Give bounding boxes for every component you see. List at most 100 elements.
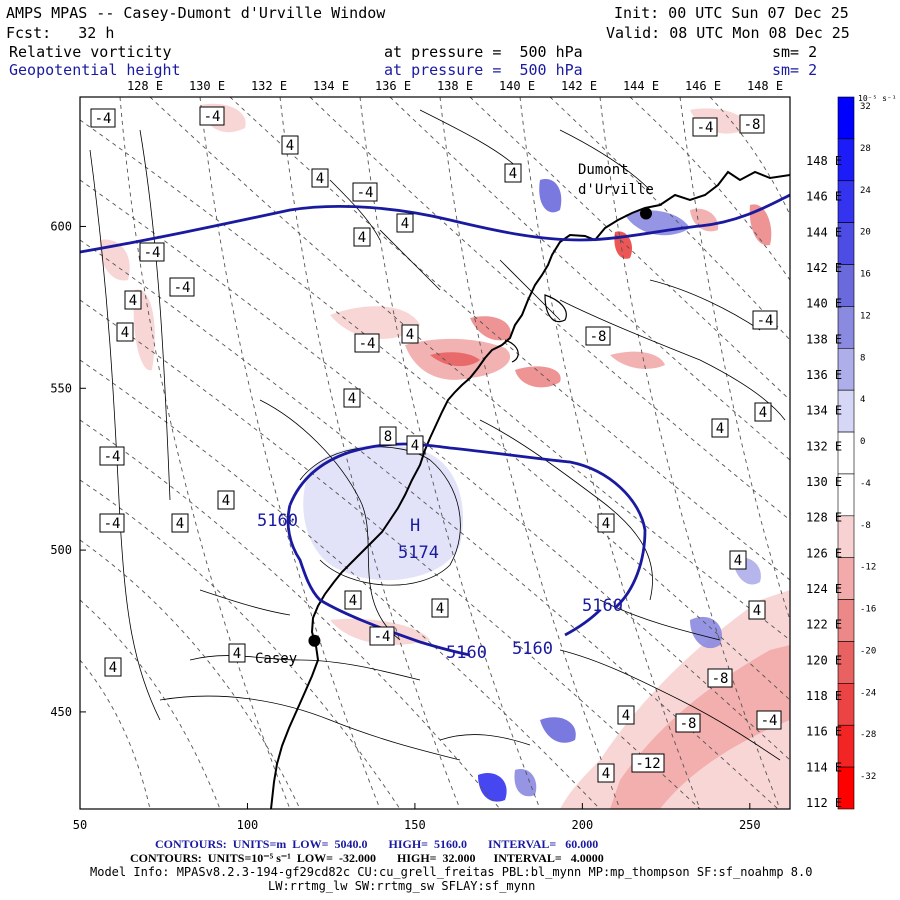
lon-label-top-2: 132 E <box>251 79 287 93</box>
x-tick-label-4: 250 <box>739 818 761 832</box>
colorbar-label-1: 28 <box>860 144 871 154</box>
colorbar: 32 28 24 20 16 12 8 4 0 -4 -8 -12 -16 -20 -24 -28 -32 10⁻… <box>837 94 897 810</box>
lon-label-right-14: 120 E <box>806 653 842 667</box>
vorticity-label-18: 4 <box>176 516 184 532</box>
vorticity-label-21: 4 <box>436 601 444 617</box>
vorticity-label-0: -4 <box>95 111 112 127</box>
station-dot-0 <box>639 207 652 220</box>
vorticity-label-26: -8 <box>590 329 607 345</box>
vorticity-contours <box>89 109 786 761</box>
vorticity-label-box-40 <box>631 753 665 773</box>
vorticity-label-9: 4 <box>129 293 137 309</box>
colorbar-unit: 10⁻⁵ s⁻¹ <box>858 94 897 103</box>
vorticity-label-19: 4 <box>222 493 230 509</box>
vorticity-label-35: -8 <box>712 671 729 687</box>
colorbar-label-14: -24 <box>860 688 876 698</box>
vorticity-label-25: 4 <box>509 166 517 182</box>
lon-label-right-8: 132 E <box>806 439 842 453</box>
vorticity-label-box-21 <box>431 598 449 618</box>
lon-label-top-10: 148 E <box>747 79 783 93</box>
vorticity-label-box-19 <box>217 490 235 510</box>
vorticity-label-box-34 <box>748 600 766 620</box>
vorticity-label-box-37 <box>756 710 782 730</box>
footer-height-contours: CONTOURS: UNITS=m LOW= 5040.0 HIGH= 5160… <box>155 837 599 851</box>
height-high-marker: H <box>410 516 421 536</box>
vorticity-label-28: -8 <box>744 117 761 133</box>
field1-name: Relative vorticity <box>9 43 172 61</box>
y-tick-label-0: 450 <box>50 705 72 719</box>
vorticity-label-37: -4 <box>761 713 778 729</box>
vorticity-label-33: 4 <box>734 553 742 569</box>
vorticity-label-box-26 <box>585 326 611 346</box>
colorbar-label-3: 20 <box>860 228 871 238</box>
y-tick-label-1: 500 <box>50 543 72 557</box>
colorbar-label-2: 24 <box>860 186 871 196</box>
vorticity-label-22: -4 <box>374 629 391 645</box>
vorticity-label-13: 4 <box>348 391 356 407</box>
vorticity-label-24: 4 <box>109 660 117 676</box>
vorticity-label-box-22 <box>369 626 395 646</box>
vorticity-label-box-11 <box>354 333 380 353</box>
lon-label-top-5: 138 E <box>437 79 473 93</box>
field1-smoothing: sm= 2 <box>772 43 818 61</box>
vorticity-label-27: -4 <box>697 120 714 136</box>
vorticity-label-box-7 <box>139 242 165 262</box>
x-tick-label-2: 150 <box>404 818 426 832</box>
lon-label-right-4: 140 E <box>806 297 842 311</box>
vorticity-label-10: 4 <box>121 325 129 341</box>
vorticity-label-5: 4 <box>358 230 366 246</box>
vorticity-label-14: 8 <box>384 429 392 445</box>
x-tick-label-3: 200 <box>572 818 594 832</box>
lon-label-top-7: 142 E <box>561 79 597 93</box>
colorbar-label-8: 0 <box>860 437 865 447</box>
vorticity-label-box-14 <box>379 426 397 446</box>
init-time: Init: 00 UTC Sun 07 Dec 25 <box>614 4 849 22</box>
geopotential-height-contours <box>80 193 790 657</box>
lon-label-top-6: 140 E <box>499 79 535 93</box>
vorticity-label-box-4 <box>352 182 378 202</box>
height-label-5160-east: 5160 <box>582 596 623 616</box>
lon-label-right-12: 124 E <box>806 582 842 596</box>
vorticity-label-39: 4 <box>602 766 610 782</box>
colorbar-cell-16 <box>837 766 855 810</box>
lon-label-top-8: 144 E <box>623 79 659 93</box>
station-label-dumont: Dumont d'Urville <box>578 162 654 198</box>
lon-label-right-17: 114 E <box>806 760 842 774</box>
vorticity-label-box-29 <box>752 310 778 330</box>
vorticity-label-box-8 <box>169 277 195 297</box>
vorticity-label-3: 4 <box>316 171 324 187</box>
field2-level: at pressure = 500 hPa <box>384 61 583 79</box>
vorticity-label-box-25 <box>504 163 522 183</box>
vorticity-label-box-33 <box>729 550 747 570</box>
vorticity-label-12: 4 <box>406 327 414 343</box>
vorticity-label-box-5 <box>353 227 371 247</box>
y-tick-label-2: 550 <box>50 381 72 395</box>
footer-physics-info: LW:rrtmg_lw SW:rrtmg_sw SFLAY:sf_mynn <box>268 879 536 893</box>
lon-label-right-7: 134 E <box>806 404 842 418</box>
vorticity-label-31: 4 <box>716 421 724 437</box>
vorticity-label-box-17 <box>99 513 125 533</box>
vorticity-label-box-10 <box>116 322 134 342</box>
vorticity-label-6: 4 <box>401 216 409 232</box>
colorbar-label-6: 8 <box>860 353 865 363</box>
vorticity-label-15: 4 <box>411 438 419 454</box>
vorticity-label-box-31 <box>711 418 729 438</box>
vorticity-label-34: 4 <box>753 603 761 619</box>
height-label-5160-south1: 5160 <box>446 643 487 663</box>
vorticity-label-23: 4 <box>233 646 241 662</box>
vorticity-label-box-9 <box>124 290 142 310</box>
footer-model-info: Model Info: MPASv8.2.3-194-gf29cd82c CU:… <box>90 865 813 879</box>
colorbar-label-10: -8 <box>860 521 871 531</box>
vorticity-label-38: 4 <box>622 708 630 724</box>
vorticity-label-30: 4 <box>759 405 767 421</box>
lon-label-right-3: 142 E <box>806 261 842 275</box>
vorticity-label-1: -4 <box>204 109 221 125</box>
vorticity-label-32: 4 <box>602 516 610 532</box>
field2-smoothing: sm= 2 <box>772 61 818 79</box>
lon-label-top-4: 136 E <box>375 79 411 93</box>
colorbar-label-13: -20 <box>860 646 876 656</box>
vorticity-label-box-16 <box>99 446 125 466</box>
lon-label-right-0: 148 E <box>806 154 842 168</box>
